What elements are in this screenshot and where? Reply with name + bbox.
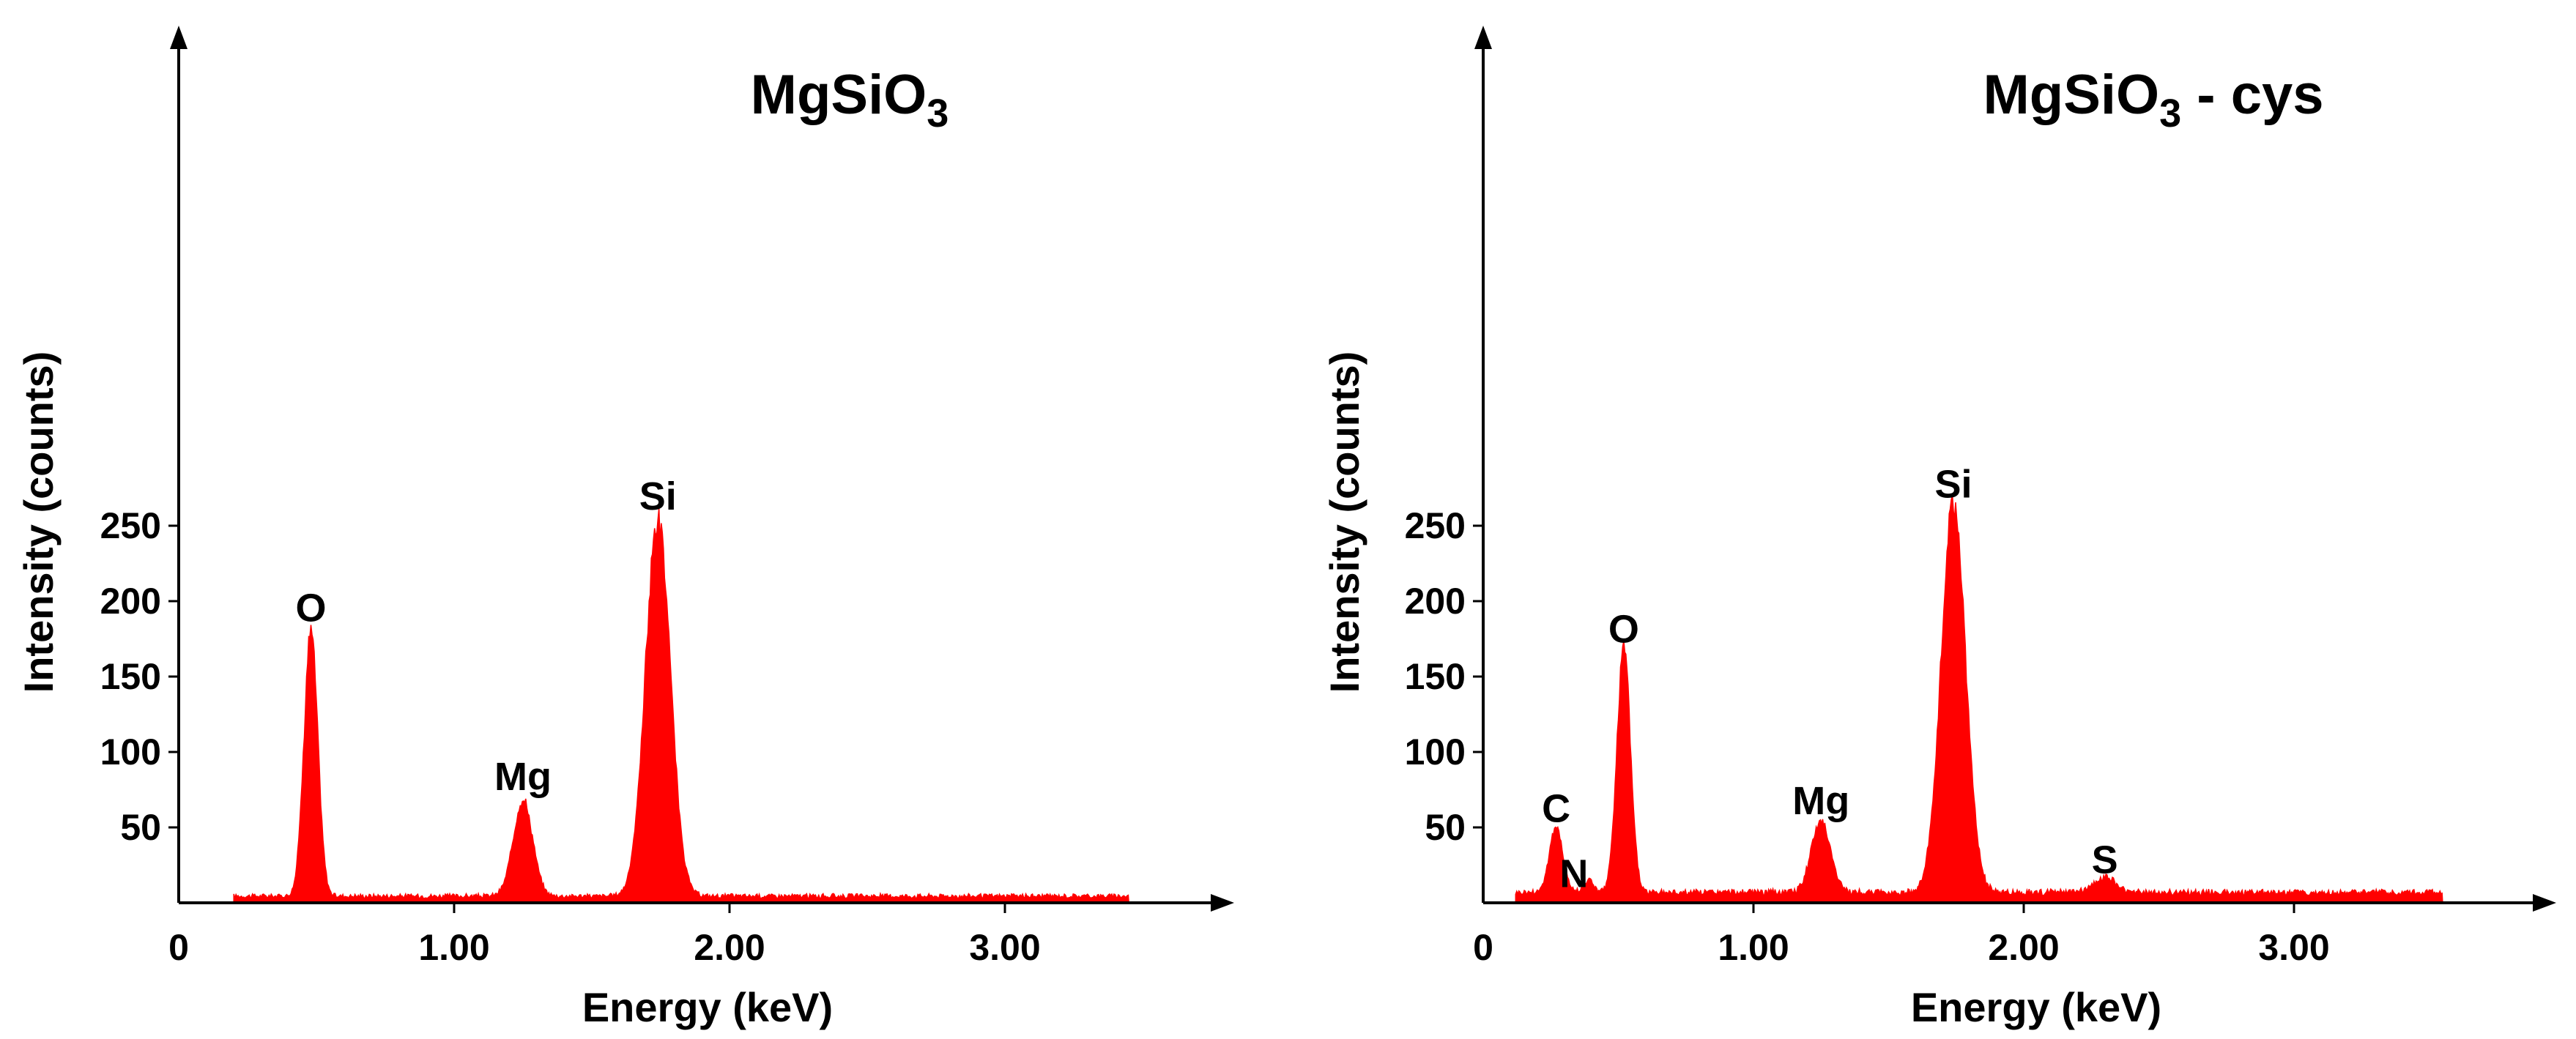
y-axis-label: Intensity (counts) <box>15 351 62 693</box>
title-subscript: 3 <box>2159 92 2181 135</box>
spectrum-panel-1: 0 1.00 2.00 3.00 50 100 150 200 250 Energy (keV) I… <box>15 26 1234 1030</box>
y-tick-label: 250 <box>1405 505 1466 546</box>
x-tick-label: 3.00 <box>969 927 1040 968</box>
y-tick-label: 150 <box>1405 656 1466 697</box>
peak-label-si: Si <box>1935 463 1972 507</box>
y-tick-label: 50 <box>1425 807 1466 848</box>
title-formula: MgSiO <box>751 64 927 126</box>
x-tick-label: 0 <box>1473 927 1493 968</box>
y-axis-arrow-icon <box>170 26 188 49</box>
x-tick-label: 2.00 <box>694 927 765 968</box>
x-axis-label: Energy (keV) <box>1911 984 2161 1030</box>
y-tick-label: 50 <box>120 807 161 848</box>
y-tick-label: 250 <box>100 505 161 546</box>
x-tick-label: 2.00 <box>1988 927 2059 968</box>
x-tick-label: 3.00 <box>2258 927 2329 968</box>
y-tick-label: 200 <box>1405 581 1466 622</box>
peak-label-si: Si <box>639 474 677 518</box>
y-tick-label: 150 <box>100 656 161 697</box>
peak-label-o: O <box>295 586 326 630</box>
peak-label-n: N <box>1559 852 1588 896</box>
x-tick-label: 0 <box>168 927 189 968</box>
y-tick-label: 100 <box>1405 731 1466 772</box>
panel-title: MgSiO3 <box>751 64 949 135</box>
y-tick-label: 200 <box>100 581 161 622</box>
peak-label-s: S <box>2092 838 2118 882</box>
title-suffix: - cys <box>2181 64 2323 126</box>
peak-label-o: O <box>1608 607 1639 651</box>
x-axis-label: Energy (keV) <box>582 984 833 1030</box>
y-axis-label: Intensity (counts) <box>1321 351 1367 693</box>
panel-title: MgSiO3 - cys <box>1983 64 2323 135</box>
peak-label-c: C <box>1542 786 1570 830</box>
spectrum-area <box>233 508 1130 904</box>
x-tick-label: 1.00 <box>418 927 489 968</box>
spectrum-panel-2: 0 1.00 2.00 3.00 50 100 150 200 250 Energy (keV) I… <box>1321 26 2556 1030</box>
x-tick-label: 1.00 <box>1718 927 1789 968</box>
title-formula: MgSiO <box>1983 64 2159 126</box>
y-tick-label: 100 <box>100 731 161 772</box>
y-axis-arrow-icon <box>1474 26 1492 49</box>
spectrum-area <box>1515 495 2443 904</box>
x-axis-arrow-icon <box>1211 894 1234 912</box>
x-axis-arrow-icon <box>2533 894 2556 912</box>
title-subscript: 3 <box>927 92 949 135</box>
peak-label-mg: Mg <box>1792 779 1849 823</box>
peak-label-mg: Mg <box>494 755 552 799</box>
